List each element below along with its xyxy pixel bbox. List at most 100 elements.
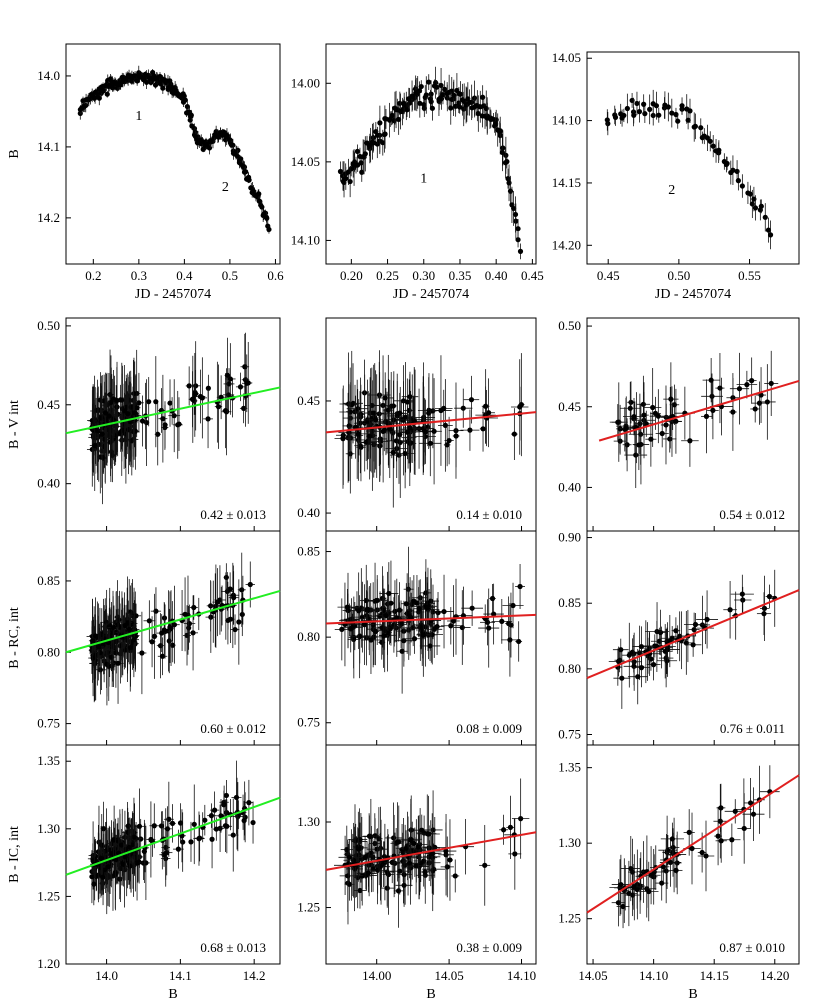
data-point	[96, 95, 102, 101]
data-point	[380, 428, 386, 435]
y-axis-label: B - IC, int	[7, 826, 22, 883]
x-axis-label: JD - 2457074	[655, 287, 731, 302]
data-point	[139, 650, 145, 656]
data-point	[428, 91, 434, 97]
lc-full-panel: 0.2 0.3 0.4 0.5 0.6 14.0 14.1 14.2 JD - 2457074 B…	[7, 43, 284, 302]
data-point	[447, 857, 453, 863]
x-tick-label: 0.35	[449, 268, 472, 283]
fit-line	[65, 796, 281, 876]
axes-frame	[65, 43, 281, 265]
data-point	[431, 428, 437, 434]
x-axis-label: B	[688, 987, 697, 1002]
data-point	[264, 215, 270, 221]
data-point	[631, 884, 637, 890]
data-point	[361, 622, 368, 628]
data-point	[247, 581, 253, 588]
data-point	[122, 622, 128, 629]
data-point	[692, 621, 699, 628]
slope-annotation: 0.38 ± 0.009	[456, 940, 522, 955]
x-tick-label: 0.55	[738, 268, 761, 283]
data-point	[120, 861, 127, 867]
data-point	[250, 819, 256, 826]
x-tick-label: 0.6	[267, 268, 284, 283]
data-point	[761, 611, 767, 617]
data-point	[110, 837, 117, 843]
data-point	[628, 399, 634, 405]
data-point	[667, 859, 674, 866]
slope-annotation: 0.76 ± 0.011	[720, 721, 785, 736]
data-point	[482, 862, 488, 868]
data-point	[357, 443, 363, 449]
x-tick-label: 0.20	[340, 268, 363, 283]
data-point	[620, 903, 626, 910]
data-point	[106, 624, 112, 630]
data-point	[208, 813, 215, 819]
data-point	[110, 625, 116, 631]
x-tick-label: 14.10	[507, 968, 536, 983]
data-point	[89, 874, 95, 880]
data-point	[373, 417, 379, 423]
data-point	[149, 639, 155, 645]
x-tick-label: 14.2	[243, 968, 266, 983]
data-point	[160, 85, 166, 91]
data-point	[160, 416, 166, 422]
data-point	[117, 865, 124, 872]
x-tick-label: 14.00	[362, 968, 391, 983]
data-point	[148, 836, 154, 843]
data-point	[158, 823, 165, 829]
data-point	[718, 838, 724, 844]
data-point	[259, 204, 265, 210]
data-point	[127, 863, 133, 869]
data-point	[727, 607, 733, 613]
x-tick-label: 0.3	[131, 268, 147, 283]
data-point	[416, 88, 423, 94]
data-point	[675, 118, 681, 124]
lc-seg2-panel: 0.45 0.50 0.55 14.05 14.10 14.15 14.20 JD - 245…	[552, 50, 800, 302]
data-point	[131, 637, 137, 643]
data-point	[467, 427, 473, 433]
x-tick-label: 14.05	[578, 968, 607, 983]
data-point	[417, 624, 423, 630]
data-point	[752, 205, 759, 211]
data-point	[636, 108, 643, 115]
data-point	[730, 409, 736, 415]
data-point	[422, 869, 428, 875]
data-point	[90, 655, 96, 661]
data-point	[631, 413, 637, 420]
data-point	[655, 413, 661, 419]
data-point	[424, 604, 430, 611]
data-point	[434, 624, 440, 630]
data-point	[765, 227, 772, 233]
data-point	[111, 850, 117, 856]
fit-line	[325, 613, 537, 625]
data-points	[86, 552, 255, 706]
data-point	[623, 425, 629, 431]
data-point	[480, 94, 486, 100]
data-point	[724, 160, 730, 167]
data-point	[93, 427, 99, 433]
data-point	[241, 818, 247, 824]
data-point	[382, 131, 388, 137]
data-point	[435, 610, 441, 616]
data-point	[134, 405, 140, 411]
data-point	[341, 179, 347, 186]
data-point	[442, 86, 448, 92]
data-point	[107, 392, 113, 398]
slope-annotation: 0.68 ± 0.013	[200, 940, 266, 955]
data-point	[480, 426, 486, 432]
data-point	[428, 99, 434, 105]
data-point	[667, 436, 673, 442]
fit-line	[325, 411, 537, 434]
data-point	[390, 449, 396, 455]
data-point	[370, 866, 376, 872]
data-point	[399, 648, 405, 654]
data-point	[626, 652, 632, 658]
data-point	[167, 624, 173, 630]
data-point	[239, 611, 245, 618]
y-tick-label: 1.30	[297, 814, 320, 829]
y-axis-label: B	[7, 149, 22, 158]
data-point	[215, 404, 222, 410]
data-points	[604, 89, 774, 250]
data-point	[669, 836, 675, 842]
